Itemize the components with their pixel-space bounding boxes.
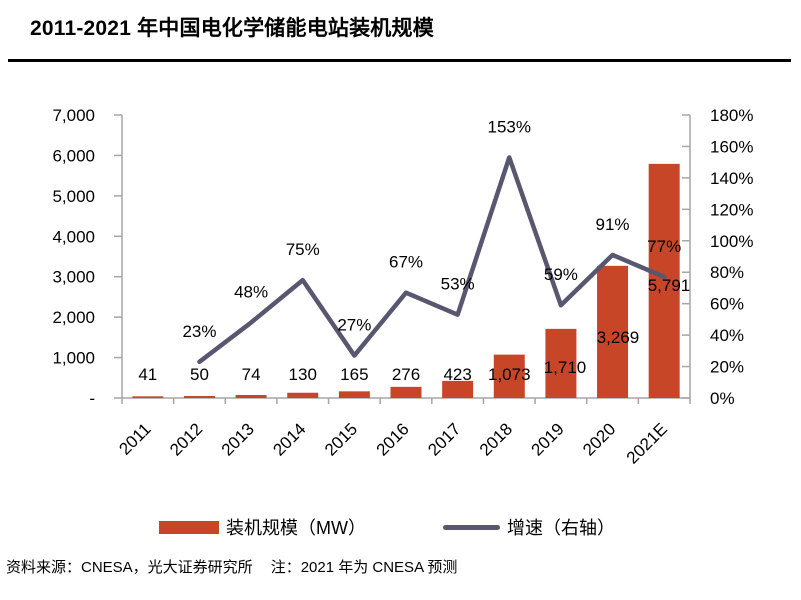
right-axis-tick-label: 100% [710,232,753,251]
bar-value-label: 74 [242,365,261,384]
right-axis-tick-label: 60% [710,295,744,314]
bar-2013 [235,395,267,398]
x-axis-category-label: 2015 [321,419,361,459]
bar-value-label: 50 [190,365,209,384]
left-axis-tick-label: 4,000 [52,227,95,246]
bar-value-label: 1,710 [544,358,587,377]
left-axis-tick-label: 7,000 [52,106,95,125]
bar-2012 [183,395,215,398]
growth-value-label: 53% [441,275,475,294]
bar-value-label: 1,073 [488,365,531,384]
right-axis-tick-label: 20% [710,358,744,377]
growth-line [197,155,667,365]
right-axis-tick-label: 40% [710,326,744,345]
x-axis-category-label: 2012 [166,419,206,459]
bar-value-label: 423 [443,365,471,384]
bar-value-label: 165 [340,365,368,384]
bar-value-label: 276 [392,365,420,384]
chart-canvas: - 1,000 2,000 3,000 4,000 5,000 6,000 7,000 0% 20… [52,106,753,468]
legend-item-installed-capacity: 装机规模（MW） [159,513,366,541]
x-axis-category-label: 2017 [424,419,464,459]
bar-series-swatch [159,520,219,534]
legend-item-growth-rate: 增速（右轴） [443,513,615,541]
growth-value-label: 48% [234,283,268,302]
x-axis-category-label: 2014 [269,419,309,459]
x-axis-category-label: 2013 [218,419,258,459]
bar-2019 [545,328,577,398]
right-axis-tick-label: 120% [710,200,753,219]
right-axis-tick-label: 160% [710,137,753,156]
legend-label-growth-rate: 增速（右轴） [507,518,615,538]
left-axis-tick-label: 1,000 [52,349,95,368]
page-title: 2011-2021 年中国电化学储能电站装机规模 [30,17,434,40]
left-axis-tick-label: 5,000 [52,187,95,206]
growth-value-label: 67% [389,253,423,272]
right-axis-tick-label: 80% [710,263,744,282]
bar-2020 [597,265,629,398]
note-text: 注：2021 年为 CNESA 预测 [270,559,458,576]
growth-value-label: 75% [286,240,320,259]
bar-value-label: 130 [289,365,317,384]
source-text: 资料来源：CNESA，光大证券研究所 [6,559,253,576]
bar-value-label: 41 [138,365,157,384]
title-divider [8,59,791,62]
right-axis-tick-label: 180% [710,106,753,125]
x-axis-category-label: 2018 [476,419,516,459]
growth-value-label: 153% [488,117,531,136]
source-note: 资料来源：CNESA，光大证券研究所 注：2021 年为 CNESA 预测 [6,556,457,577]
growth-value-label: 77% [647,237,681,256]
right-axis-tick-label: 0% [710,389,735,408]
x-axis-category-label: 2019 [528,419,568,459]
growth-value-label: 91% [596,215,630,234]
x-axis-category-label: 2021E [623,419,671,467]
bar-2015 [338,391,370,398]
chart-legend: 装机规模（MW） 增速（右轴） [0,513,801,541]
right-axis-tick-label: 140% [710,169,753,188]
legend-label-installed-capacity: 装机规模（MW） [226,518,366,538]
x-axis-category-label: 2020 [579,419,619,459]
growth-value-label: 23% [182,322,216,341]
x-axis-category-label: 2011 [115,419,154,458]
bar-2018 [493,354,525,398]
bar-2021E [648,163,680,398]
left-axis-tick-label: - [89,389,95,408]
bar-2011 [132,396,164,398]
x-axis-category-label: 2016 [373,419,413,459]
bar-2017 [442,380,474,398]
bar-value-label: 5,791 [648,276,691,295]
left-axis-tick-label: 2,000 [52,308,95,327]
bar-2014 [287,392,319,398]
growth-value-label: 27% [337,316,371,335]
left-axis-tick-label: 6,000 [52,146,95,165]
left-axis-tick-label: 3,000 [52,268,95,287]
line-series-swatch [443,524,500,530]
bar-value-label: 3,269 [597,328,640,347]
bar-2016 [390,386,422,398]
growth-value-label: 59% [544,265,578,284]
